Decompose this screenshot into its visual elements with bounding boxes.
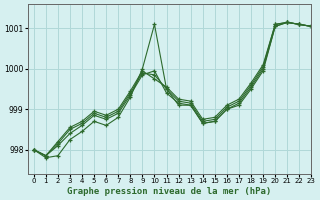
X-axis label: Graphe pression niveau de la mer (hPa): Graphe pression niveau de la mer (hPa): [68, 187, 272, 196]
